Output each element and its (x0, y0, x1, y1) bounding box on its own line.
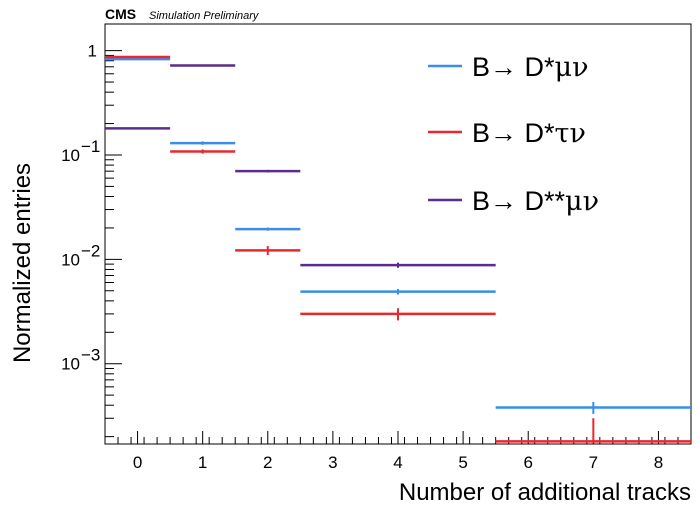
legend: B→ D*μν B→ D*τν B→ D**μν (428, 52, 599, 217)
x-axis: 0 1 2 3 4 5 6 7 8 (104, 431, 692, 472)
y-tick-exponent: −3 (81, 346, 100, 365)
series-0 (105, 57, 691, 414)
x-tick-label: 0 (133, 453, 142, 472)
y-axis: 110−110−210−3 (61, 42, 122, 438)
experiment-subtitle: Simulation Preliminary (149, 10, 260, 22)
series-1 (105, 55, 691, 443)
x-tick-label: 5 (458, 453, 467, 472)
x-axis-title: Number of additional tracks (399, 479, 691, 506)
plot-area (105, 55, 691, 443)
legend-entry: B→ D*τν (472, 118, 586, 149)
x-tick-label: 4 (393, 453, 402, 472)
series-2 (105, 64, 496, 268)
x-tick-label: 6 (523, 453, 532, 472)
y-tick-exponent: −2 (81, 241, 100, 260)
x-tick-label: 1 (198, 453, 207, 472)
y-tick-label: 10 (61, 355, 80, 374)
y-tick-label: 1 (88, 42, 97, 61)
y-axis-title: Normalized entries (9, 163, 36, 363)
legend-entry: B→ D**μν (472, 186, 599, 217)
y-tick-exponent: −1 (81, 137, 100, 156)
experiment-label: CMS (105, 6, 136, 22)
x-tick-label: 3 (328, 453, 337, 472)
x-tick-label: 7 (589, 453, 598, 472)
x-tick-label: 2 (263, 453, 272, 472)
x-tick-label: 8 (654, 453, 663, 472)
plot-frame (104, 23, 692, 445)
y-tick-label: 10 (61, 146, 80, 165)
y-tick-label: 10 (61, 250, 80, 269)
legend-entry: B→ D*μν (472, 52, 589, 83)
